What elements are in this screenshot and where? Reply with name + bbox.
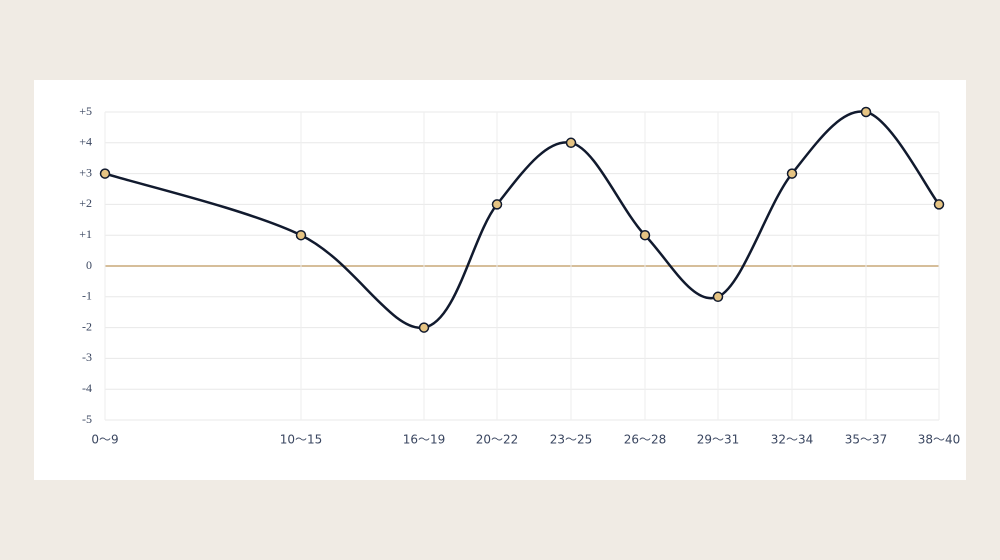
- point: [639, 229, 651, 241]
- y-tick-label: -3: [82, 350, 92, 364]
- x-tick-label: 29〜31: [697, 433, 740, 447]
- x-tick-label: 0〜9: [91, 433, 118, 447]
- x-tick-label: 26〜28: [624, 433, 667, 447]
- x-tick-label: 10〜15: [280, 433, 323, 447]
- x-tick-label: 35〜37: [845, 433, 888, 447]
- point: [295, 229, 307, 241]
- x-tick-label: 38〜40: [918, 433, 961, 447]
- panel: [34, 80, 966, 480]
- x-tick-label: 32〜34: [771, 433, 814, 447]
- point: [786, 168, 798, 179]
- point: [491, 199, 503, 210]
- x-tick-label: 23〜25: [550, 433, 593, 447]
- y-tick-label: -4: [82, 381, 92, 395]
- y-tick-label: +5: [79, 104, 92, 118]
- x-tick-label: 16〜19: [403, 433, 446, 447]
- y-tick-label: -2: [82, 319, 92, 333]
- point: [860, 106, 872, 118]
- point: [933, 199, 945, 210]
- y-tick-label: +2: [79, 196, 92, 210]
- x-tick-label: 20〜22: [476, 433, 519, 447]
- y-tick-label: -5: [82, 412, 92, 426]
- y-tick-label: +3: [79, 165, 92, 179]
- y-tick-label: +1: [79, 227, 92, 241]
- point: [565, 137, 577, 149]
- point: [418, 322, 430, 333]
- y-tick-label: -1: [82, 289, 92, 303]
- point: [99, 168, 111, 179]
- point: [712, 291, 724, 303]
- line: [104, 110, 940, 329]
- y-tick-label: 0: [86, 258, 92, 272]
- y-tick-label: +4: [79, 135, 92, 149]
